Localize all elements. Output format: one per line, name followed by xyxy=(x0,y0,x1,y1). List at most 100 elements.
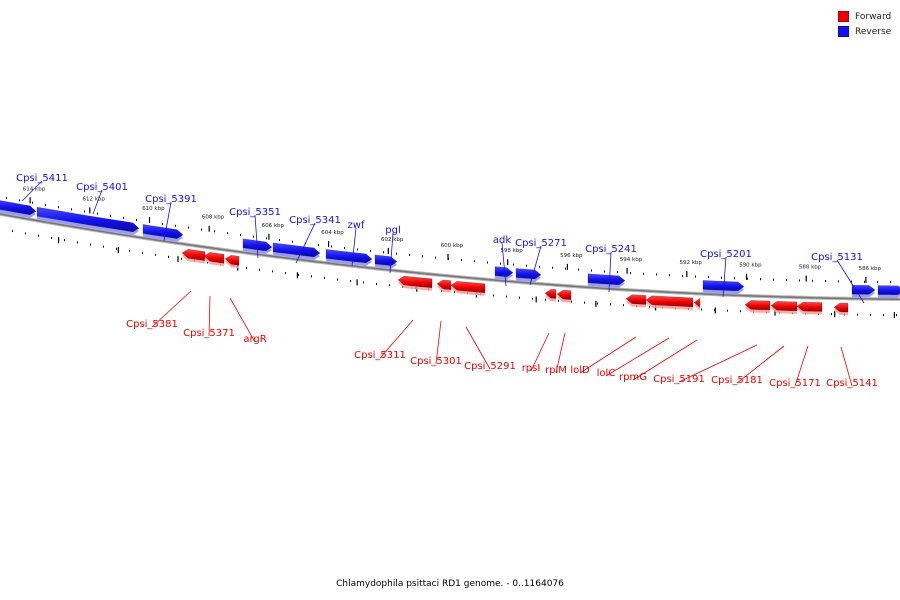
minor-tick xyxy=(870,313,871,316)
label-leader-line xyxy=(389,232,394,274)
minor-tick xyxy=(97,212,98,215)
label-leader-line xyxy=(501,242,507,287)
forward-swatch xyxy=(838,11,849,22)
minor-tick xyxy=(500,262,501,265)
reverse-gene-arrow[interactable] xyxy=(587,273,626,286)
minor-tick xyxy=(350,279,351,282)
major-tick-upper xyxy=(745,273,748,280)
major-tick-lower xyxy=(117,246,119,253)
label-leader-line xyxy=(608,251,612,293)
minor-tick xyxy=(389,284,390,287)
minor-tick xyxy=(656,273,657,276)
minor-tick xyxy=(71,208,72,211)
gene-label: Cpsi_5341 xyxy=(289,215,341,226)
minor-tick xyxy=(12,230,13,233)
minor-tick xyxy=(604,270,605,273)
gene-label: Cpsi_5201 xyxy=(700,249,752,260)
label-leader-line xyxy=(379,319,414,359)
forward-gene-arrow[interactable] xyxy=(556,289,572,300)
minor-tick xyxy=(207,261,208,264)
minor-tick xyxy=(422,255,423,258)
minor-tick xyxy=(324,276,325,279)
minor-tick xyxy=(155,253,156,256)
reverse-gene-arrow[interactable] xyxy=(272,242,321,258)
label-leader-line xyxy=(465,326,491,370)
minor-tick xyxy=(532,297,533,300)
reverse-gene-arrow[interactable] xyxy=(142,224,184,239)
label-leader-line xyxy=(295,222,316,264)
forward-strand-genes xyxy=(181,248,849,316)
gene-label: Cpsi_5391 xyxy=(145,194,197,205)
major-tick-upper xyxy=(387,247,389,254)
reverse-gene-arrow[interactable] xyxy=(851,284,876,295)
gene-label: Cpsi_5351 xyxy=(229,207,281,218)
minor-tick xyxy=(630,272,631,275)
reverse-gene-arrow[interactable] xyxy=(325,249,373,264)
reverse-gene-arrow[interactable] xyxy=(494,266,514,277)
forward-gene-arrow[interactable] xyxy=(796,301,823,312)
minor-tick xyxy=(292,240,293,243)
minor-tick xyxy=(519,296,520,299)
minor-tick xyxy=(6,197,7,200)
forward-gene-arrow[interactable] xyxy=(744,300,771,311)
forward-gene-arrow[interactable] xyxy=(693,297,701,308)
gene-label: rpsI xyxy=(522,363,541,374)
minor-tick xyxy=(591,269,592,272)
reverse-gene-arrow[interactable] xyxy=(0,199,37,216)
minor-tick xyxy=(701,308,702,311)
forward-gene-arrow[interactable] xyxy=(224,254,240,266)
major-tick-lower xyxy=(893,312,895,319)
forward-gene-arrow[interactable] xyxy=(397,275,433,289)
minor-tick xyxy=(714,309,715,312)
genome-backbone xyxy=(0,212,900,302)
minor-tick xyxy=(344,246,345,249)
label-leader-line xyxy=(605,337,670,377)
minor-tick xyxy=(649,305,650,308)
label-leader-line xyxy=(632,339,698,381)
minor-tick xyxy=(552,266,553,269)
gene-label: Cpsi_5291 xyxy=(464,361,516,372)
gene-label: Cpsi_5131 xyxy=(811,252,863,263)
minor-tick xyxy=(58,206,59,209)
forward-gene-arrow[interactable] xyxy=(544,288,557,299)
minor-tick xyxy=(461,259,462,262)
minor-tick xyxy=(136,218,137,221)
gene-label: lolD xyxy=(570,365,590,376)
minor-tick xyxy=(266,237,267,240)
reverse-gene-arrow[interactable] xyxy=(515,268,542,280)
forward-gene-arrow[interactable] xyxy=(450,280,486,294)
label-leader-line xyxy=(736,345,785,384)
minor-tick xyxy=(558,299,559,302)
minor-tick xyxy=(643,272,644,275)
minor-tick xyxy=(474,260,475,263)
forward-gene-arrow[interactable] xyxy=(203,252,225,264)
minor-tick xyxy=(383,251,384,254)
minor-tick xyxy=(142,251,143,254)
reverse-gene-arrow[interactable] xyxy=(877,285,900,295)
minor-tick xyxy=(526,264,527,267)
minor-tick xyxy=(370,249,371,252)
minor-tick xyxy=(747,277,748,280)
minor-tick xyxy=(740,310,741,313)
forward-gene-arrow[interactable] xyxy=(645,295,694,308)
minor-tick xyxy=(19,199,20,202)
gene-label: pgl xyxy=(385,225,400,236)
major-tick-upper xyxy=(865,276,867,283)
minor-tick xyxy=(84,210,85,213)
minor-tick xyxy=(188,226,189,229)
major-tick-upper xyxy=(626,267,628,274)
minor-tick xyxy=(617,271,618,274)
minor-tick xyxy=(32,201,33,204)
major-tick-lower xyxy=(714,307,716,314)
minor-tick xyxy=(760,278,761,281)
legend-item-reverse: Reverse xyxy=(838,24,898,39)
minor-tick xyxy=(363,281,364,284)
minor-tick xyxy=(337,278,338,281)
reverse-gene-arrow[interactable] xyxy=(36,206,140,233)
scale-tick-label: 594 kbp xyxy=(620,257,643,263)
minor-tick xyxy=(227,232,228,235)
reverse-gene-arrow[interactable] xyxy=(242,238,273,252)
reverse-gene-arrow[interactable] xyxy=(374,254,398,266)
gene-label: Cpsi_5371 xyxy=(183,328,235,339)
forward-gene-arrow[interactable] xyxy=(833,302,849,313)
